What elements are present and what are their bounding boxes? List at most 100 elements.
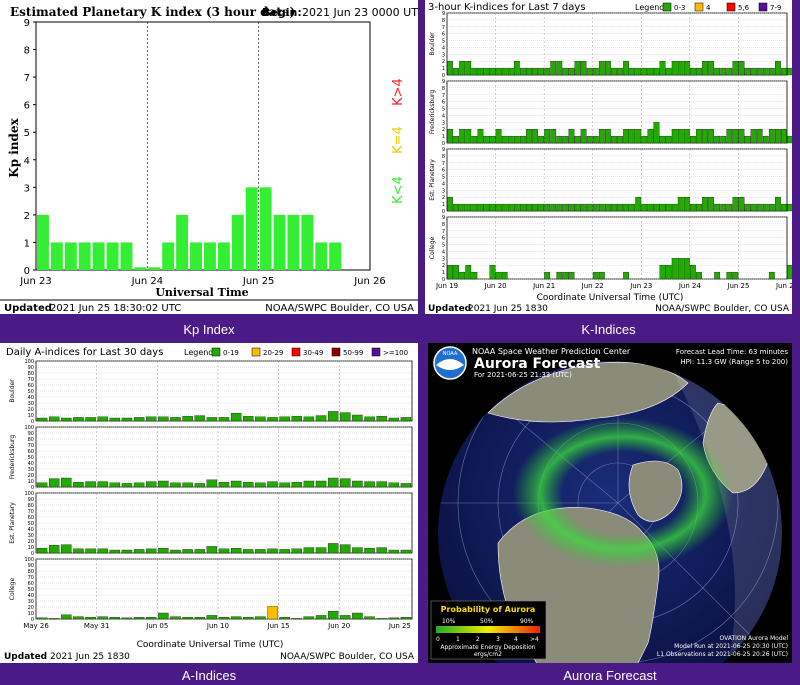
k-bar [483,203,490,212]
k-bar [726,271,733,280]
k-y-tick-label: 2 [442,59,445,65]
a-bar [230,548,242,554]
k-bar [665,135,672,144]
k-bar [477,67,484,76]
a-y-tick-label: 60 [28,449,34,455]
k-bar [738,197,745,212]
kp-bar [329,242,342,270]
k-bar [659,265,666,280]
k-y-tick-label: 1 [442,270,445,276]
k-bar [605,61,611,76]
k-bar [714,203,721,212]
a-bar [61,614,72,620]
k-bar [708,61,714,76]
k-bar [586,67,593,76]
a-bar [194,415,205,422]
k-bar [580,61,587,76]
k-y-tick-label: 5 [442,39,445,45]
k-x-tick-label: Jun 22 [581,282,604,290]
a-y-tick-label: 40 [28,461,34,467]
kp-bar [106,242,119,270]
a-y-tick-label: 90 [28,497,34,503]
k-updated-value: 2021 Jun 25 1830 [468,304,548,314]
a-bar [388,549,400,554]
a-bar [146,416,157,422]
siberia-shape [487,361,689,423]
a-bar [243,549,254,554]
k-bar [702,197,708,212]
a-bar [255,549,266,554]
k-y-tick-label: 3 [442,188,445,194]
a-y-tick-label: 100 [24,557,34,563]
k-y-tick-label: 9 [442,79,445,85]
kp-bar [120,242,133,270]
k-bar [598,61,605,76]
k-bar [756,67,763,76]
k-bar [775,129,781,144]
k-bar [726,129,733,144]
aurora-for-time: For 2021-06-25 21:33 (UTC) [474,371,572,379]
a-title: Daily A-indices for Last 30 days [6,347,163,358]
k-bar [756,129,763,144]
k-x-tick-label: Jun 26 [775,282,792,290]
k-y-tick-label: 5 [442,243,445,249]
k-bar [598,129,605,144]
a-bar [230,480,242,488]
k-bar [750,203,757,212]
a-x-axis-label: Coordinate Universal Time (UTC) [137,640,284,650]
a-legend-swatch [371,347,381,357]
aurora-model-name: OVATION Aurora Model [719,635,788,642]
k-bar [459,129,466,144]
k-bar [526,203,532,212]
a-bar [158,480,169,488]
k-bar [605,129,611,144]
a-x-tick-label: Jun 05 [145,622,168,630]
k-indices-chart: 3-hour K-indices for Last 7 days Legend:… [428,2,800,314]
k-bar [447,61,453,76]
a-bar [230,616,242,620]
k-bar [556,203,563,212]
k-bar [598,203,605,212]
k-bar [580,129,587,144]
k-y-tick-label: 9 [442,11,445,17]
a-y-tick-label: 100 [24,359,34,365]
k-bar [635,197,642,212]
a-y-tick-label: 60 [28,515,34,521]
k-bar [677,258,684,280]
a-bar [170,482,181,488]
a-bar [243,416,254,422]
k-bar [562,203,569,212]
a-bar [61,544,72,554]
k-bar [720,67,727,76]
k-y-tick-label: 1 [442,134,445,140]
kp-index-panel: Estimated Planetary K index (3 hour data… [0,0,425,314]
a-bar [36,548,48,554]
kp-y-tick-label: 5 [24,128,30,139]
a-y-tick-label: 80 [28,371,34,377]
k-bar [629,203,636,212]
a-bar [376,416,387,422]
k-bar [683,258,690,280]
k-bar [513,203,520,212]
k-bar [762,203,769,212]
a-bar [97,616,108,620]
svg-text:0: 0 [436,636,440,643]
a-bar [170,417,181,422]
svg-text:10%: 10% [442,618,456,625]
a-bar [291,482,302,488]
a-bar [36,417,48,422]
k-bar [787,67,793,76]
kp-bar [190,242,202,270]
k-bar [665,67,672,76]
kp-side-label-k-lt-4: K<4 [391,176,406,204]
k-x-tick-label: Jun 20 [484,282,507,290]
k-y-tick-label: 3 [442,256,445,262]
k-bar [750,67,757,76]
k-bar [653,122,660,144]
a-bar [121,483,133,488]
k-updated-label: Updated [428,304,471,314]
a-y-tick-label: 30 [28,467,34,473]
k-bar [580,203,587,212]
a-y-tick-label: 10 [28,413,34,419]
a-bar [61,477,72,488]
